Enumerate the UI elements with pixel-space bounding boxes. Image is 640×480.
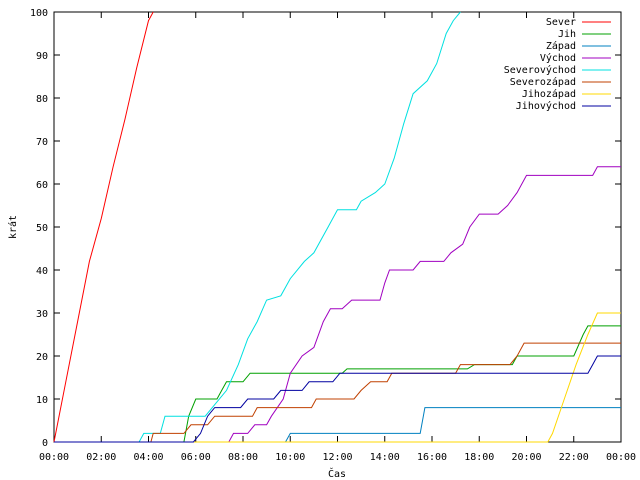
series-line-0	[53, 11, 154, 443]
axis-ticks: 0 10 20 30 40 50 60 70 80 90 100 00:00 02:00 04:00 06:…	[30, 8, 636, 463]
legend: SeverJihZápadVýchodSeverovýchodSeverozáp…	[504, 17, 611, 112]
x-tick-label: 08:00	[228, 452, 258, 463]
plot-area	[53, 11, 622, 443]
y-tick-label: 80	[36, 94, 48, 105]
y-tick-label: 20	[36, 352, 48, 363]
y-tick-label: 90	[36, 51, 48, 62]
series-line-3	[54, 166, 621, 443]
x-tick-label: 12:00	[322, 452, 352, 463]
x-tick-label: 06:00	[181, 452, 211, 463]
y-tick-label: 10	[36, 395, 48, 406]
legend-entry-label: Sever	[546, 17, 576, 28]
legend-entry-label: Západ	[546, 40, 576, 52]
x-tick-label: 16:00	[417, 452, 447, 463]
x-tick-label: 22:00	[559, 452, 589, 463]
x-tick-label: 20:00	[511, 452, 541, 463]
series-line-6	[54, 312, 621, 443]
x-tick-label: 00:00	[39, 452, 69, 463]
legend-entry-label: Severozápad	[510, 76, 576, 88]
x-tick-label: 14:00	[370, 452, 400, 463]
legend-entry-label: Severovýchod	[504, 64, 576, 76]
y-tick-label: 50	[36, 223, 48, 234]
x-tick-label: 18:00	[464, 452, 494, 463]
series-line-7	[54, 355, 621, 443]
legend-entry-label: Jihozápad	[522, 88, 576, 100]
y-tick-label: 70	[36, 137, 48, 148]
legend-entry-label: Východ	[540, 52, 576, 64]
series-line-5	[54, 342, 621, 443]
x-axis-title: Čas	[328, 467, 346, 480]
legend-entry-label: Jihovýchod	[516, 100, 576, 112]
y-tick-label: 100	[30, 8, 48, 19]
y-tick-label: 30	[36, 309, 48, 320]
series-line-4	[54, 11, 461, 443]
y-axis-title: krát	[7, 215, 19, 239]
x-tick-label: 04:00	[133, 452, 163, 463]
series-layer	[53, 11, 621, 443]
x-tick-label: 10:00	[275, 452, 305, 463]
x-tick-label: 02:00	[86, 452, 116, 463]
x-tick-label: 00:00	[606, 452, 636, 463]
y-tick-label: 40	[36, 266, 48, 277]
y-tick-label: 60	[36, 180, 48, 191]
legend-entry-label: Jih	[558, 29, 576, 40]
y-tick-label: 0	[42, 438, 48, 449]
